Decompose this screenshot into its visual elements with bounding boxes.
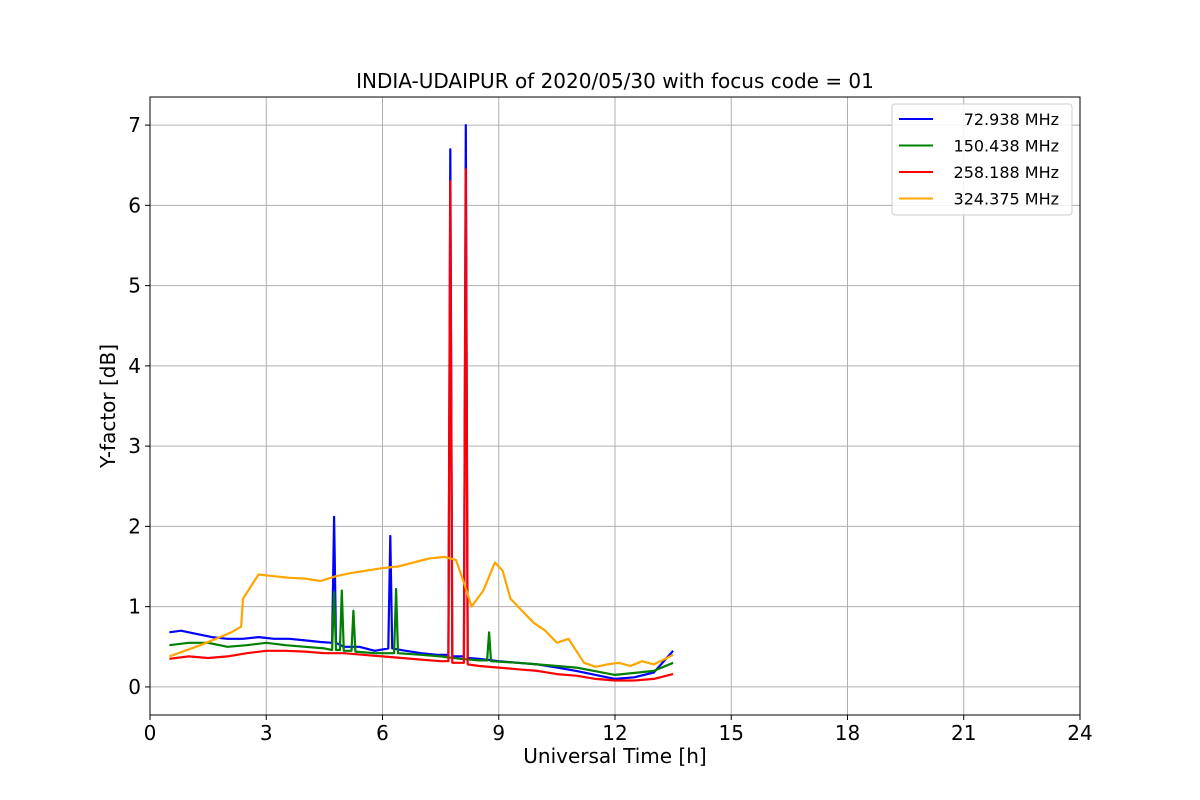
- x-tick-label: 0: [144, 721, 157, 745]
- x-axis-label: Universal Time [h]: [523, 744, 706, 768]
- x-tick-label: 6: [376, 721, 389, 745]
- x-tick-label: 9: [492, 721, 505, 745]
- chart-title: INDIA-UDAIPUR of 2020/05/30 with focus c…: [356, 69, 874, 93]
- legend-label: 72.938 MHz: [964, 110, 1059, 129]
- series-line-150-438-mhz: [169, 587, 674, 677]
- y-tick-label: 3: [128, 434, 141, 458]
- data-series: [169, 123, 674, 682]
- y-tick-label: 0: [128, 675, 141, 699]
- y-tick-label: 5: [128, 274, 141, 298]
- legend-box: [891, 103, 1073, 216]
- y-tick-label: 6: [128, 193, 141, 217]
- legend: 72.938 MHz 150.438 MHz 258.188 MHz 324.375 …: [891, 103, 1073, 216]
- y-tick-label: 2: [128, 514, 141, 538]
- series-line-324-375-mhz: [169, 555, 674, 668]
- series-line-258-188-mhz: [169, 168, 674, 682]
- y-tick-label: 4: [128, 354, 141, 378]
- y-tick-label: 1: [128, 595, 141, 619]
- x-tick-label: 21: [951, 721, 976, 745]
- y-axis-label: Y-factor [dB]: [96, 344, 120, 469]
- legend-label: 258.188 MHz: [954, 163, 1059, 182]
- x-tick-label: 15: [719, 721, 744, 745]
- x-tick-label: 3: [260, 721, 273, 745]
- legend-label: 324.375 MHz: [954, 190, 1059, 209]
- y-tick-label: 7: [128, 113, 141, 137]
- x-tick-label: 12: [602, 721, 627, 745]
- legend-label: 150.438 MHz: [954, 137, 1059, 156]
- x-tick-label: 18: [835, 721, 860, 745]
- x-tick-label: 24: [1067, 721, 1092, 745]
